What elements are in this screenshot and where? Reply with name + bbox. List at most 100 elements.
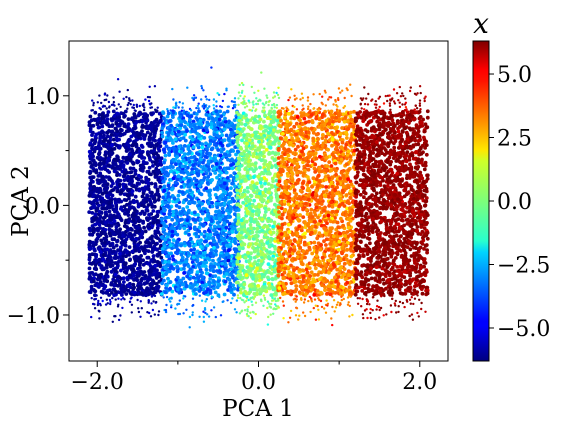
scatter-point-4674 (275, 106, 278, 110)
scatter-point-2992 (170, 225, 175, 230)
scatter-point-1622 (123, 254, 128, 258)
scatter-point-2577 (216, 279, 221, 283)
scatter-point-3348 (212, 156, 216, 161)
scatter-point-3677 (180, 109, 184, 112)
scatter-point-3430 (171, 209, 176, 214)
scatter-point-3160 (166, 204, 171, 209)
scatter-point-1641 (102, 240, 107, 245)
scatter-point-3571 (210, 66, 213, 69)
scatter-point-4090 (235, 140, 240, 145)
scatter-point-1021 (142, 270, 147, 274)
scatter-point-3313 (212, 264, 217, 269)
scatter-point-4504 (268, 250, 272, 255)
scatter-point-3517 (169, 243, 173, 248)
scatter-point-1396 (151, 152, 156, 157)
scatter-point-3648 (165, 295, 169, 299)
scatter-point-912 (141, 191, 146, 196)
scatter-point-2835 (182, 266, 186, 271)
scatter-point-1124 (106, 130, 110, 135)
scatter-point-4657 (274, 303, 277, 306)
scatter-point-1486 (102, 139, 106, 143)
scatter-point-3146 (191, 275, 196, 280)
scatter-point-1401 (103, 180, 108, 185)
scatter-point-3027 (218, 165, 223, 170)
scatter-point-4000 (238, 269, 243, 274)
scatter-point-1756 (126, 88, 129, 92)
scatter-point-3437 (208, 233, 213, 237)
scatter-point-2895 (230, 166, 235, 171)
scatter-point-773 (122, 192, 127, 197)
scatter-point-1836 (133, 109, 136, 112)
scatter-point-1603 (94, 258, 99, 263)
scatter-point-950 (145, 255, 150, 260)
scatter-point-1169 (108, 213, 113, 218)
scatter-point-3631 (176, 302, 180, 306)
scatter-point-3117 (222, 292, 227, 297)
scatter-point-1083 (139, 254, 144, 258)
scatter-point-2724 (201, 118, 206, 122)
scatter-point-1232 (107, 231, 112, 236)
scatter-point-2871 (200, 275, 205, 279)
scatter-point-3468 (162, 244, 167, 249)
scatter-point-1633 (102, 230, 107, 235)
scatter-point-4496 (248, 175, 253, 180)
scatter-point-1650 (100, 121, 105, 125)
scatter-point-3591 (177, 106, 180, 109)
scatter-point-1115 (154, 142, 159, 147)
scatter-point-486 (118, 245, 123, 250)
scatter-point-1476 (138, 153, 143, 158)
scatter-point-1607 (100, 112, 105, 116)
scatter-point-765 (154, 282, 159, 286)
scatter-point-4449 (249, 217, 254, 221)
scatter-point-685 (155, 272, 160, 277)
scatter-point-925 (143, 251, 147, 256)
scatter-point-1310 (128, 152, 132, 157)
scatter-point-808 (97, 150, 102, 155)
scatter-point-1718 (91, 99, 94, 102)
scatter-point-4380 (244, 198, 249, 203)
scatter-point-1416 (140, 169, 145, 173)
scatter-point-1200 (101, 202, 106, 207)
scatter-point-1753 (146, 311, 149, 314)
scatter-point-4551 (248, 207, 253, 211)
scatter-point-4457 (236, 256, 241, 261)
scatter-point-3667 (170, 296, 173, 299)
scatter-point-3819 (272, 220, 277, 225)
scatter-point-2352 (220, 206, 225, 211)
scatter-point-4554 (270, 277, 275, 282)
scatter-point-3487 (226, 201, 231, 206)
scatter-point-4066 (238, 188, 243, 193)
scatter-point-3125 (211, 228, 216, 233)
scatter-point-2392 (159, 217, 164, 222)
scatter-point-3457 (212, 132, 217, 137)
scatter-point-1769 (130, 311, 133, 314)
scatter-point-1327 (130, 117, 134, 122)
scatter-point-1549 (120, 293, 124, 297)
scatter-point-1669 (105, 274, 110, 279)
scatter-point-3271 (200, 283, 205, 288)
scatter-point-3581 (185, 308, 188, 311)
scatter-point-1592 (109, 217, 113, 222)
scatter-point-1480 (145, 161, 149, 166)
scatter-point-4703 (258, 98, 261, 102)
scatter-point-1320 (140, 209, 145, 214)
scatter-point-3314 (180, 190, 185, 195)
scatter-point-2888 (214, 249, 219, 254)
scatter-point-3652 (226, 105, 229, 109)
scatter-point-3481 (174, 243, 179, 248)
scatter-point-3019 (182, 144, 187, 148)
scatter-point-1689 (93, 118, 97, 122)
scatter-point-3367 (204, 112, 209, 117)
scatter-point-553 (98, 171, 103, 176)
scatter-point-4518 (242, 227, 247, 232)
scatter-point-4542 (262, 246, 266, 251)
scatter-point-3107 (179, 243, 184, 248)
scatter-point-4684 (277, 86, 280, 90)
scatter-point-841 (137, 119, 142, 124)
scatter-point-1328 (113, 256, 118, 260)
scatter-point-3453 (161, 227, 166, 231)
scatter-point-3456 (167, 198, 172, 202)
scatter-point-4266 (237, 184, 242, 189)
scatter-point-3322 (176, 129, 181, 134)
scatter-point-3663 (221, 300, 224, 304)
